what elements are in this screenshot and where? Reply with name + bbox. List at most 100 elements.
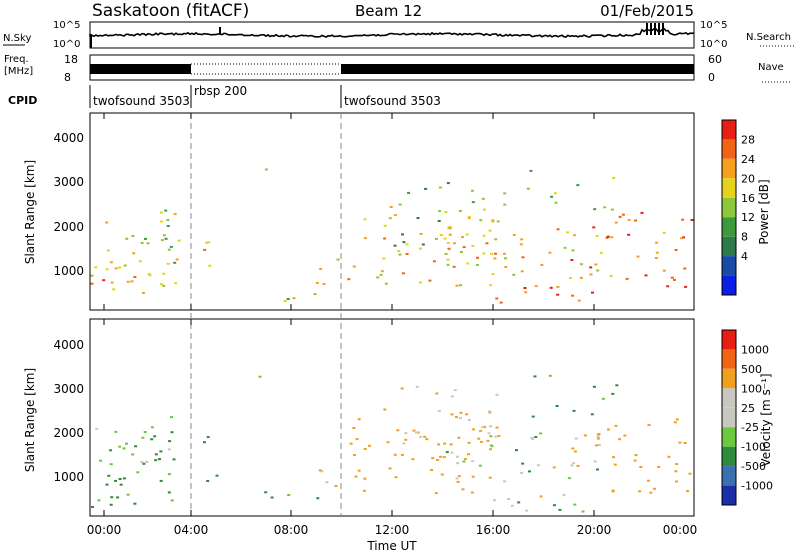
date-title: 01/Feb/2015: [600, 2, 694, 20]
power-colorbar: 28 24 20 16 12 8 4: [721, 119, 755, 296]
echo-cell: [140, 461, 144, 463]
echo-cell: [319, 267, 323, 270]
echo-cell: [515, 449, 518, 452]
power-ytick: 2000: [53, 220, 84, 234]
echo-cell: [611, 490, 615, 493]
echo-cell: [318, 469, 322, 472]
echo-cell: [688, 472, 692, 475]
echo-cell: [621, 213, 625, 216]
echo-cell: [315, 281, 319, 284]
velocity-yticks: 4000 3000 2000 1000: [53, 338, 84, 484]
echo-cell: [675, 480, 679, 483]
echo-cell: [354, 475, 358, 478]
echo-cell: [502, 252, 506, 255]
echo-cell: [550, 195, 554, 198]
echo-cell: [573, 450, 577, 453]
echo-cell: [593, 460, 597, 463]
echo-cell: [286, 298, 290, 300]
echo-cell: [499, 301, 503, 304]
echo-cell: [119, 483, 123, 486]
echo-cell: [110, 496, 114, 499]
echo-cell: [555, 405, 559, 407]
power-ylabel: Slant Range [km]: [23, 160, 37, 264]
echo-cell: [443, 442, 447, 445]
echo-cell: [125, 442, 128, 445]
echo-cell: [166, 225, 170, 227]
echo-cell: [398, 203, 402, 206]
echo-cell: [133, 502, 137, 505]
echo-cell: [573, 234, 577, 237]
echo-cell: [154, 459, 158, 462]
echo-cell: [594, 444, 598, 447]
cpid-segment-1: twofsound 3503: [93, 94, 190, 108]
echo-cell: [147, 273, 151, 275]
echo-cell: [203, 248, 207, 251]
colorbar-tick: 12: [741, 211, 755, 224]
colorbar-frame: [721, 329, 737, 506]
echo-cell: [615, 384, 619, 387]
echo-cell: [463, 458, 467, 461]
echo-cell: [425, 438, 429, 441]
echo-cell: [609, 274, 613, 277]
echo-cell: [524, 291, 528, 294]
echo-cell: [611, 392, 615, 395]
echo-cell: [570, 464, 574, 467]
colorbar-tick: 16: [741, 192, 755, 205]
echo-cell: [407, 191, 411, 194]
echo-cell: [159, 450, 163, 453]
echo-cell: [455, 284, 459, 287]
colorbar-tick: 20: [741, 172, 755, 185]
x-tick: 08:00: [274, 523, 309, 537]
echo-cell: [496, 220, 500, 223]
echo-cell: [493, 499, 496, 502]
echo-cell: [633, 459, 637, 462]
echo-cell: [123, 264, 127, 267]
echo-cell: [553, 192, 557, 195]
echo-cell: [134, 445, 138, 448]
echo-cell: [563, 246, 567, 249]
echo-cell: [452, 242, 456, 245]
echo-cell: [402, 241, 406, 244]
colorbar-tick: -100: [741, 441, 766, 454]
echo-cell: [494, 238, 498, 241]
echo-cell: [393, 214, 397, 217]
echo-cell: [133, 276, 137, 278]
echo-cell: [483, 208, 486, 211]
echo-cell: [489, 425, 492, 428]
echo-cell: [533, 375, 537, 378]
echo-cell: [153, 435, 157, 438]
echo-cell: [686, 490, 690, 493]
echo-cell: [455, 455, 459, 458]
echo-cell: [467, 453, 470, 456]
echo-cell: [682, 236, 685, 239]
echo-cell: [479, 440, 483, 443]
echo-cell: [126, 280, 130, 283]
echo-cell: [536, 464, 540, 467]
echo-cell: [592, 385, 596, 388]
echo-cell: [593, 208, 597, 211]
colorbar-tick: 100: [741, 382, 762, 395]
echo-cell: [519, 243, 523, 246]
echo-cell: [143, 431, 147, 433]
echo-cell: [553, 504, 556, 507]
nsky-label: N.Sky: [3, 33, 31, 44]
echo-cell: [352, 265, 356, 268]
echo-cell: [591, 291, 594, 294]
echo-cell: [647, 424, 651, 426]
echo-cell: [398, 253, 402, 256]
echo-cell: [140, 242, 144, 244]
echo-cell: [442, 456, 446, 459]
echo-cell: [118, 266, 121, 269]
echo-cell: [601, 397, 605, 400]
echo-cell: [540, 264, 544, 266]
echo-cell: [606, 235, 610, 238]
echo-cell: [512, 273, 516, 276]
echo-cell: [495, 297, 499, 300]
echo-cell: [283, 300, 287, 302]
echo-cell: [416, 217, 420, 219]
echo-cell: [449, 443, 453, 446]
echo-cell: [99, 459, 103, 462]
echo-cell: [613, 463, 617, 466]
echo-cell: [477, 437, 481, 440]
